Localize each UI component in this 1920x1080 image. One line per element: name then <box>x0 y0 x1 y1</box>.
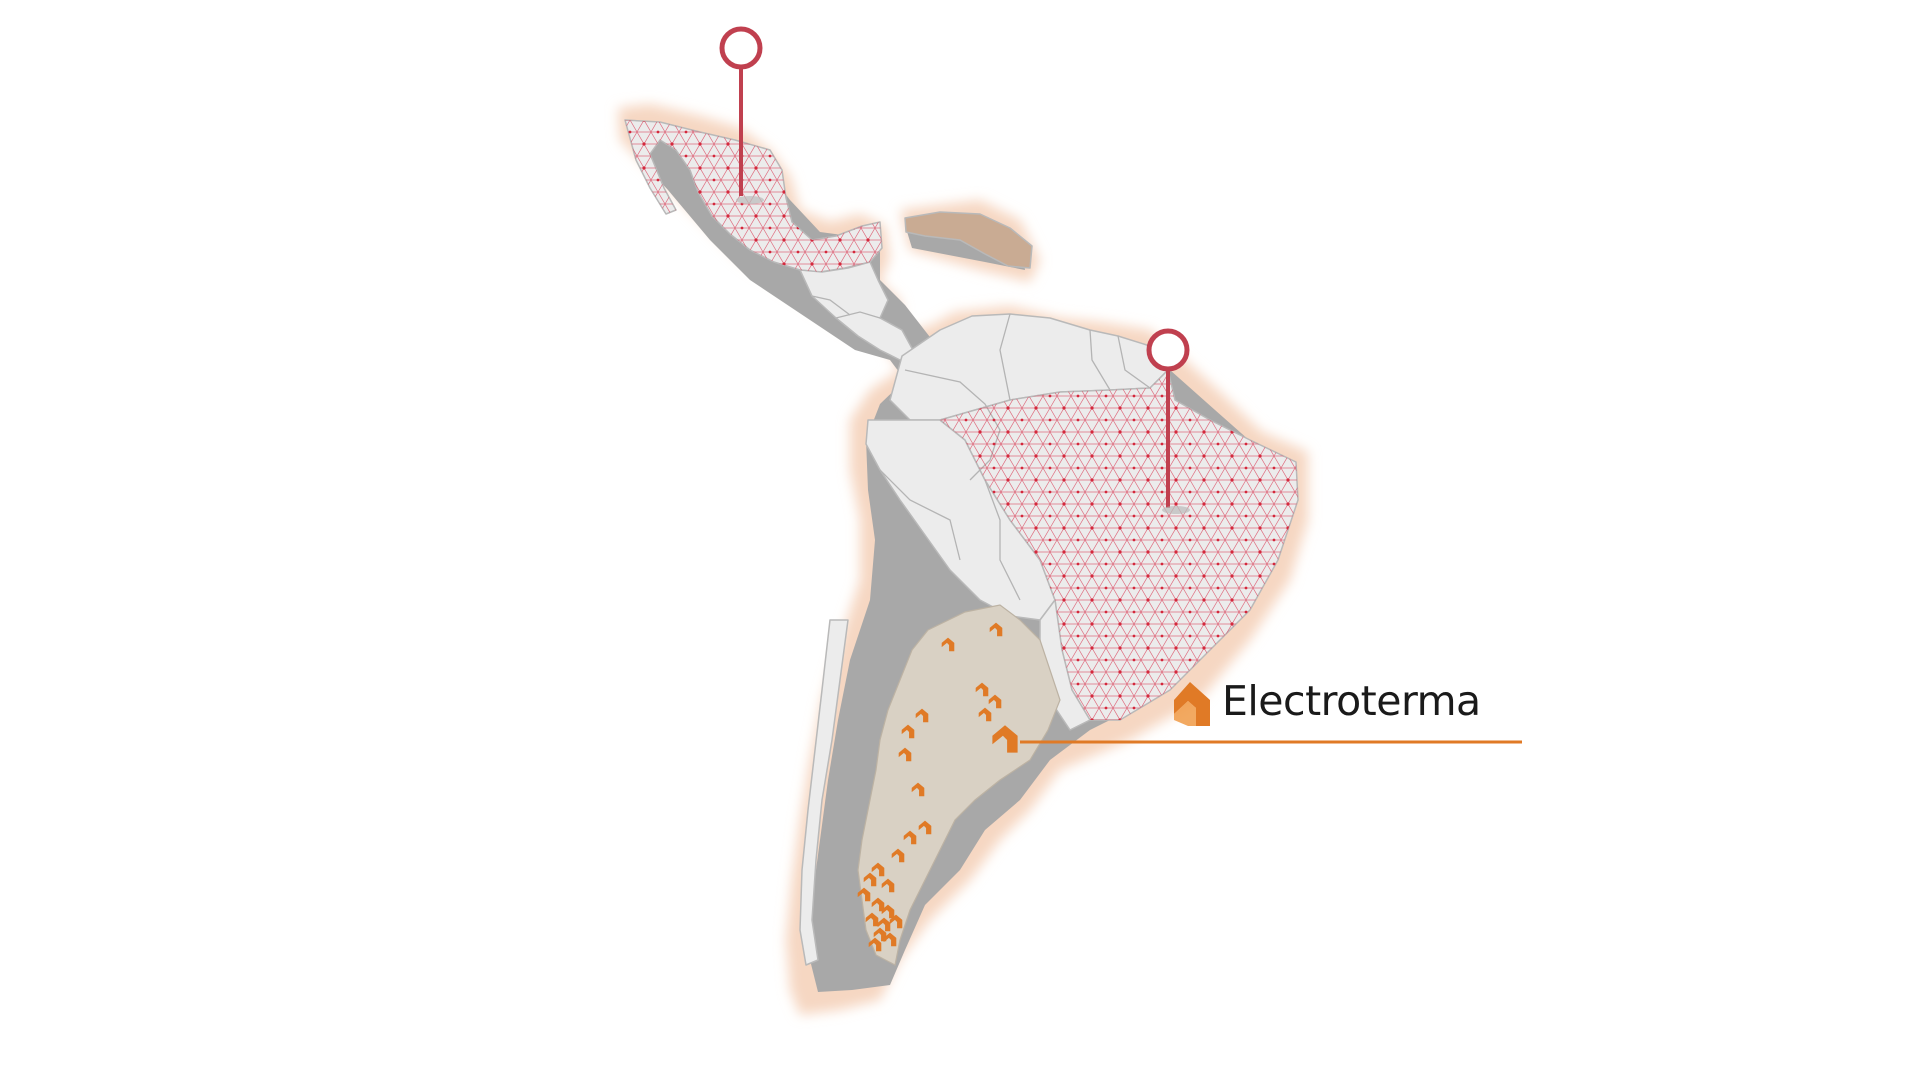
electroterma-logo-icon <box>1174 682 1210 726</box>
country-cuba <box>904 211 1033 269</box>
hq-marker <box>992 725 1522 753</box>
argentina-markers <box>857 622 1003 952</box>
country-chile <box>799 619 849 966</box>
electroterma-marker-icon <box>941 637 955 652</box>
mexico-grid-overlay <box>625 120 882 272</box>
electroterma-marker-icon <box>975 682 989 697</box>
location-pin-icon-mexico <box>719 26 764 204</box>
location-pin-icon-brazil <box>1146 328 1190 514</box>
country-central-america <box>799 261 915 361</box>
electroterma-marker-icon <box>903 830 917 845</box>
brazil-grid-overlay <box>940 370 1298 720</box>
electroterma-marker-icon <box>883 932 897 947</box>
electroterma-marker-icon <box>989 622 1003 637</box>
electroterma-marker-icon <box>881 904 895 919</box>
electroterma-marker-icon <box>911 782 925 797</box>
electroterma-marker-icon <box>915 708 929 723</box>
electroterma-marker-icon <box>901 724 915 739</box>
electroterma-marker-icon <box>918 820 932 835</box>
electroterma-marker-icon <box>868 937 882 952</box>
electroterma-marker-icon <box>891 848 905 863</box>
electroterma-marker-icon <box>873 927 887 942</box>
electroterma-marker-icon <box>898 747 912 762</box>
electroterma-marker-icon <box>871 897 885 912</box>
electroterma-marker-icon <box>877 917 891 932</box>
country-argentina <box>857 604 1061 966</box>
brand-name: Electroterma <box>1222 677 1481 725</box>
electroterma-marker-icon <box>881 878 895 893</box>
electroterma-marker-icon <box>988 694 1002 709</box>
country-borders <box>811 295 1151 601</box>
electroterma-marker-icon <box>871 862 885 877</box>
electroterma-marker-icon <box>978 707 992 722</box>
electroterma-marker-icon <box>857 887 871 902</box>
electroterma-marker-icon <box>863 872 877 887</box>
electroterma-marker-icon <box>865 912 879 927</box>
electroterma-marker-icon <box>889 914 903 929</box>
